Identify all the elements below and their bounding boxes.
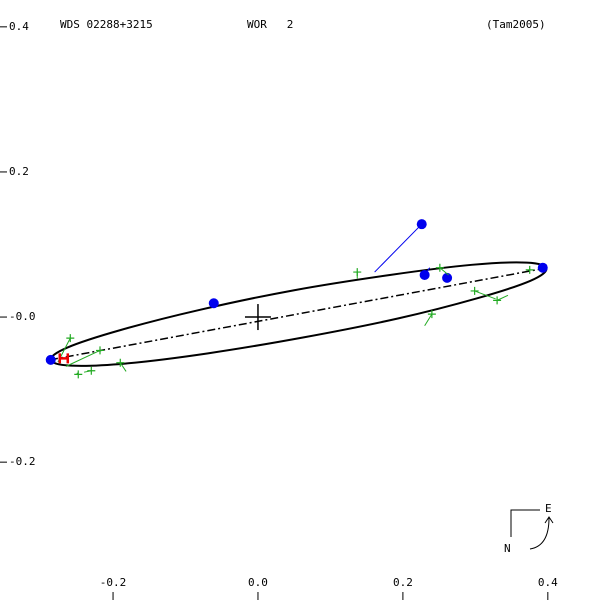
measurement bbox=[435, 263, 444, 272]
residual bbox=[65, 349, 101, 367]
chart-title: WDS 02288+3215 bbox=[60, 18, 153, 31]
y-tick-label: 0.4 bbox=[9, 20, 29, 33]
x-tick-label: -0.2 bbox=[100, 576, 127, 589]
reference: (Tam2005) bbox=[486, 18, 546, 31]
compass-arrow bbox=[529, 517, 550, 550]
chart-subtitle: WOR 2 bbox=[247, 18, 293, 31]
line-of-nodes bbox=[49, 266, 548, 361]
residual bbox=[424, 313, 433, 327]
residual bbox=[374, 223, 423, 273]
measurement bbox=[537, 262, 548, 273]
compass-arrowhead bbox=[544, 516, 554, 524]
measurement bbox=[208, 298, 219, 309]
residual bbox=[119, 362, 127, 372]
measurement bbox=[419, 269, 430, 280]
y-tick-label: -0.0 bbox=[9, 310, 36, 323]
measurement bbox=[74, 370, 83, 379]
y-tick-label: 0.2 bbox=[9, 165, 29, 178]
compass-east: E bbox=[545, 502, 552, 515]
measurement bbox=[116, 358, 125, 367]
x-tick-label: 0.0 bbox=[248, 576, 268, 589]
y-tick-label: -0.2 bbox=[9, 455, 36, 468]
measurement bbox=[66, 334, 75, 343]
compass-frame bbox=[510, 509, 540, 537]
measurement bbox=[493, 296, 502, 305]
hipparcos-marker bbox=[58, 353, 70, 364]
residual bbox=[474, 290, 496, 300]
measurement bbox=[45, 354, 56, 365]
measurement bbox=[87, 366, 96, 375]
measurement bbox=[470, 286, 479, 295]
measurement bbox=[427, 310, 436, 319]
residual bbox=[439, 267, 449, 276]
residual bbox=[496, 294, 509, 301]
compass-north: N bbox=[504, 542, 511, 555]
compass bbox=[510, 509, 554, 550]
measurement bbox=[525, 265, 534, 274]
x-tick-label: 0.4 bbox=[538, 576, 558, 589]
measurement bbox=[353, 268, 362, 277]
measurement bbox=[96, 346, 104, 355]
measurement bbox=[416, 219, 427, 230]
measurement bbox=[442, 272, 453, 283]
x-tick-label: 0.2 bbox=[393, 576, 413, 589]
